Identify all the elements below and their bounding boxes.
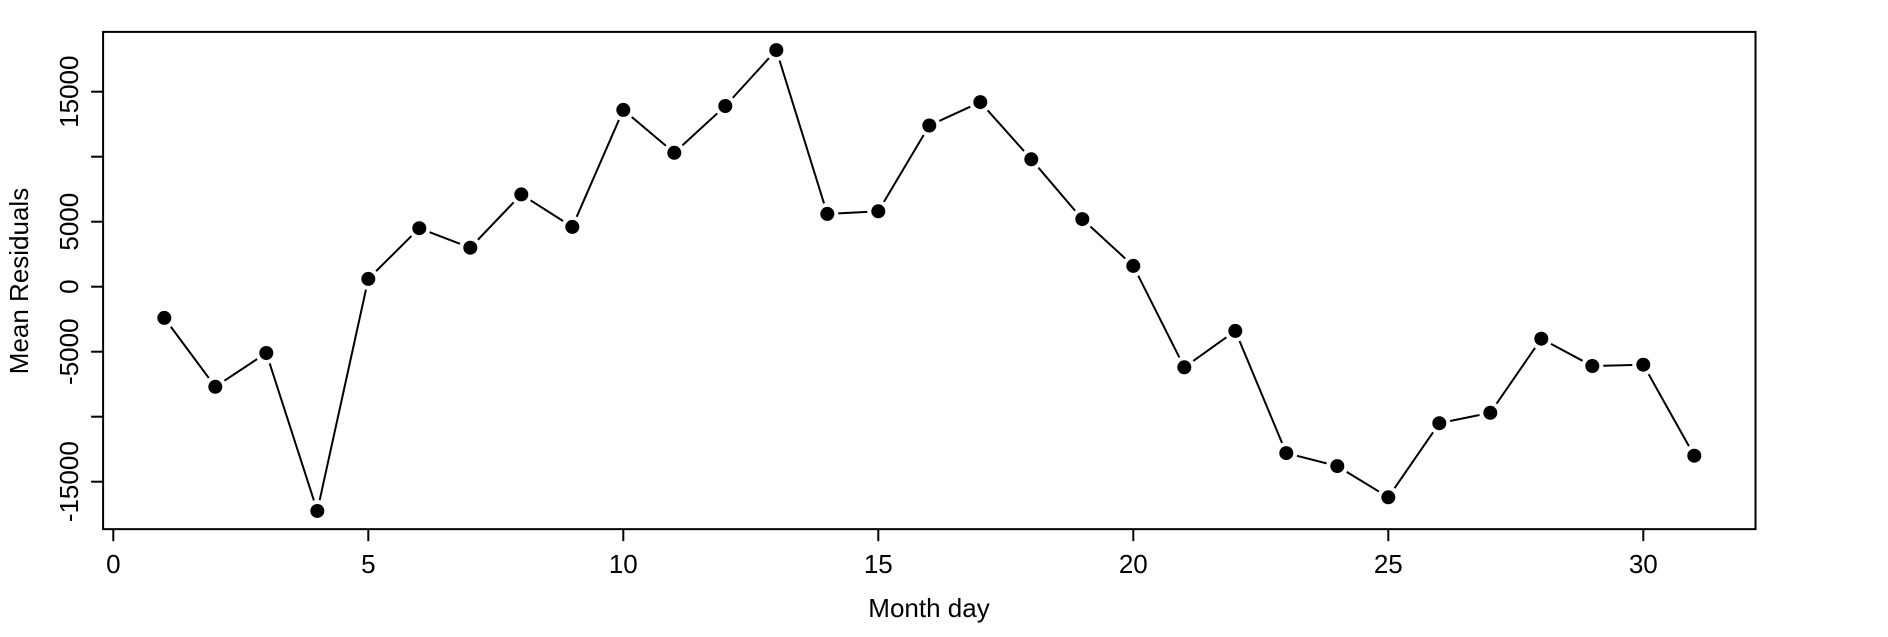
series-segment <box>1449 414 1480 422</box>
series-segment <box>1192 336 1227 362</box>
series-segment <box>268 363 315 501</box>
data-point <box>718 99 733 113</box>
data-point <box>1177 360 1192 375</box>
series-segment <box>883 134 925 203</box>
series-segment <box>1550 343 1584 362</box>
series-segment <box>575 119 620 218</box>
series-segment <box>731 57 770 99</box>
data-point <box>1075 212 1090 227</box>
x-tick-label: 20 <box>1119 549 1148 579</box>
data-point <box>1381 490 1396 505</box>
data-point <box>1585 359 1600 373</box>
y-tick-label: -5000 <box>54 318 84 385</box>
data-point <box>820 206 835 221</box>
series-segment <box>778 60 825 204</box>
data-point <box>1024 152 1039 167</box>
data-point <box>1126 258 1141 273</box>
x-tick-label: 5 <box>361 549 375 579</box>
series-segment <box>1346 470 1380 493</box>
series-segment <box>631 116 667 147</box>
data-point <box>208 379 223 394</box>
x-tick-label: 30 <box>1629 549 1658 579</box>
series-segment <box>170 326 210 379</box>
series-segment <box>986 109 1025 152</box>
series-segment <box>1603 363 1633 367</box>
data-point <box>769 43 784 58</box>
data-point <box>310 503 325 518</box>
data-point <box>922 118 937 133</box>
data-point <box>514 187 529 202</box>
series-segment <box>838 210 868 215</box>
data-point <box>871 204 886 219</box>
data-point <box>1330 459 1345 474</box>
series-segment <box>1137 275 1181 358</box>
data-series <box>157 43 1702 518</box>
series-segment <box>681 112 718 147</box>
data-point <box>973 95 988 110</box>
series-segment <box>1238 340 1283 444</box>
series-segment <box>318 289 367 501</box>
data-point <box>1636 357 1651 372</box>
data-point <box>361 271 376 286</box>
data-point <box>412 221 427 236</box>
series-segment <box>938 105 971 122</box>
data-point <box>667 145 682 160</box>
data-point <box>1687 448 1702 463</box>
series-segment <box>477 201 515 241</box>
series-segment <box>429 231 461 245</box>
plot-border <box>102 30 1757 531</box>
series-segment <box>223 358 258 382</box>
data-point <box>259 346 274 360</box>
data-point <box>1534 331 1549 346</box>
x-tick-label: 25 <box>1374 549 1403 579</box>
data-point <box>1279 446 1294 461</box>
y-axis: -15000 -5000 0 5000 15000 <box>54 56 104 522</box>
y-tick-label: -15000 <box>54 441 84 522</box>
data-point <box>1432 416 1447 431</box>
series-segment <box>1089 225 1126 260</box>
series-segment <box>1296 454 1327 465</box>
data-point <box>463 240 478 255</box>
data-point <box>565 219 580 234</box>
y-axis-title: Mean Residuals <box>4 188 34 374</box>
data-point <box>616 102 631 117</box>
series-segment <box>1037 167 1076 212</box>
series-segment <box>375 235 413 272</box>
y-tick-label: 5000 <box>54 193 84 251</box>
data-point <box>157 310 172 325</box>
x-tick-label: 0 <box>106 549 120 579</box>
series-segment <box>530 199 564 222</box>
y-tick-label: 0 <box>54 279 84 293</box>
data-point <box>1228 323 1243 338</box>
series-segment <box>1393 431 1434 489</box>
x-axis: 0 5 10 15 20 25 30 <box>106 529 1658 579</box>
x-tick-label: 10 <box>609 549 638 579</box>
series-segment <box>1495 347 1536 405</box>
y-tick-label: 15000 <box>54 56 84 128</box>
data-point <box>1483 405 1498 420</box>
x-axis-title: Month day <box>868 593 989 623</box>
series-segment <box>1647 373 1690 447</box>
x-tick-label: 15 <box>864 549 893 579</box>
